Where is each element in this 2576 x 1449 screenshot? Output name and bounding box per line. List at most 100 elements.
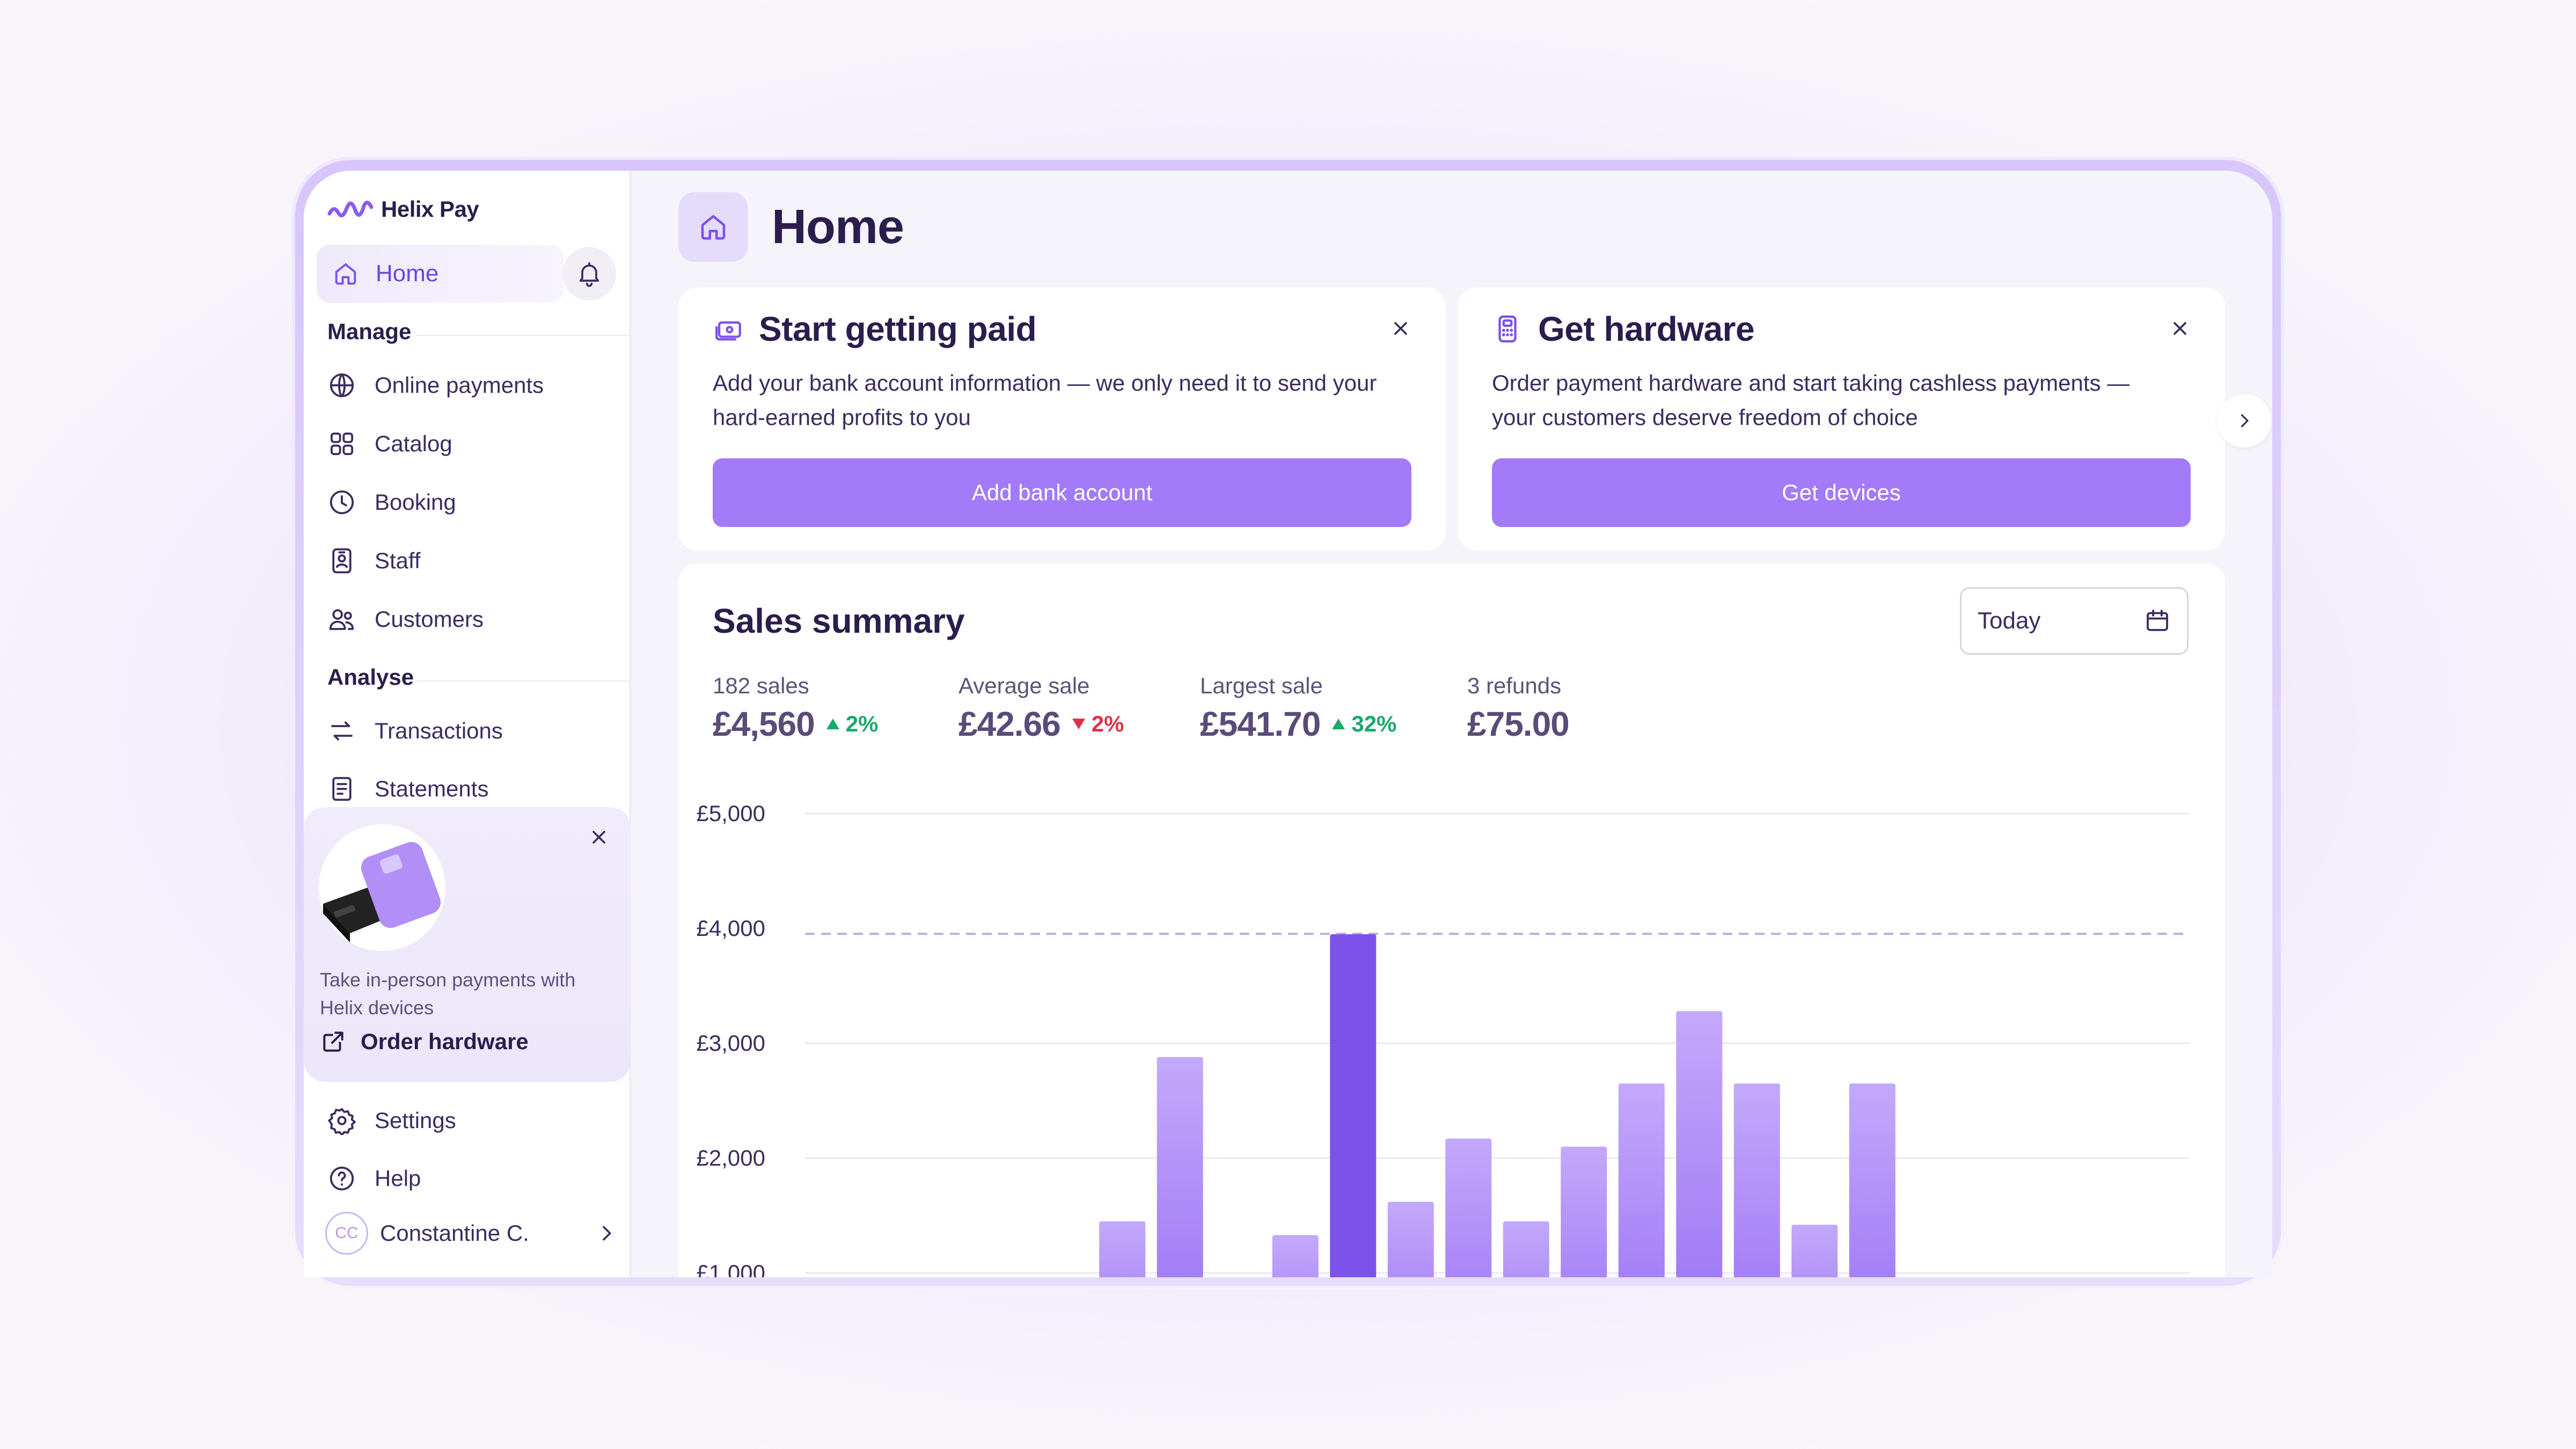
page-title: Home	[772, 200, 904, 254]
order-hardware-label: Order hardware	[361, 1029, 529, 1054]
sidebar-item-customers[interactable]: Customers	[327, 603, 484, 635]
sidebar-item-transactions[interactable]: Transactions	[327, 715, 503, 747]
sales-title: Sales summary	[713, 602, 965, 640]
stat-value: £541.70	[1200, 705, 1321, 743]
sidebar-item-label: Catalog	[375, 431, 452, 456]
people-icon	[327, 605, 356, 634]
chevron-right-icon	[596, 1223, 617, 1244]
card-header: Get hardware	[1492, 309, 1755, 349]
sidebar-item-online-payments[interactable]: Online payments	[327, 369, 544, 401]
help-icon	[327, 1164, 356, 1193]
stat-label: Largest sale	[1200, 673, 1323, 698]
chart-bar[interactable]	[1330, 934, 1377, 1277]
avatar: CC	[325, 1212, 368, 1255]
manage-heading: Manage	[327, 319, 412, 344]
stat-change: 2%	[1071, 711, 1124, 737]
chart-bar[interactable]	[1272, 1235, 1319, 1277]
helix-logo-icon	[327, 201, 374, 217]
chart-bar[interactable]	[1387, 1202, 1434, 1277]
chart-bar[interactable]	[1849, 1083, 1896, 1277]
sidebar-item-label: Help	[375, 1166, 421, 1191]
user-profile[interactable]: CC Constantine C.	[325, 1212, 617, 1255]
brand-name: Helix Pay	[381, 196, 479, 222]
card-title: Start getting paid	[759, 310, 1037, 348]
brand: Helix Pay	[327, 196, 479, 222]
stat-change: 2%	[825, 711, 879, 737]
bell-icon	[575, 260, 603, 288]
promo-text: Take in-person payments with Helix devic…	[320, 969, 576, 1019]
order-hardware-link[interactable]: Order hardware	[320, 1028, 529, 1055]
stat-change-value: 2%	[1091, 711, 1124, 736]
sidebar-item-booking[interactable]: Booking	[327, 486, 456, 518]
card-title: Get hardware	[1538, 310, 1755, 348]
chart-bar[interactable]	[1099, 1221, 1146, 1277]
close-icon[interactable]	[1390, 318, 1411, 339]
stat-value: £42.66	[958, 705, 1061, 743]
sidebar-item-statements[interactable]: Statements	[327, 773, 488, 805]
get-devices-button[interactable]: Get devices	[1492, 458, 2191, 527]
avatar-initials: CC	[335, 1224, 358, 1242]
chart-bar[interactable]	[1618, 1083, 1665, 1277]
y-tick-label: £5,000	[697, 801, 765, 826]
chart-bar[interactable]	[1733, 1083, 1780, 1277]
calendar-icon	[2143, 606, 2172, 635]
y-tick-label: £1,000	[697, 1260, 765, 1277]
add-bank-account-button[interactable]: Add bank account	[713, 458, 1411, 527]
start-getting-paid-card: Start getting paid Add your bank account…	[678, 288, 1446, 551]
stat-total-sales: 182 sales £4,560 2%	[713, 673, 878, 744]
triangle-up-icon	[826, 719, 839, 729]
analyse-heading: Analyse	[327, 664, 414, 690]
external-link-icon	[320, 1028, 347, 1055]
close-icon[interactable]	[588, 826, 610, 848]
get-hardware-card: Get hardware Order payment hardware and …	[1458, 288, 2225, 551]
grid-icon	[327, 429, 356, 458]
stat-value: £75.00	[1467, 705, 1570, 743]
sidebar-item-settings[interactable]: Settings	[327, 1104, 456, 1137]
carousel-next-button[interactable]	[2218, 394, 2271, 448]
home-icon	[678, 192, 748, 262]
stat-label: Average sale	[958, 673, 1090, 698]
home-icon	[332, 260, 360, 288]
sidebar-item-help[interactable]: Help	[327, 1162, 421, 1195]
document-icon	[327, 774, 356, 803]
money-icon	[713, 313, 744, 345]
chart-bar[interactable]	[1445, 1138, 1492, 1277]
hardware-promo: Take in-person payments with Helix devic…	[304, 807, 631, 1082]
y-tick-label: £3,000	[697, 1030, 765, 1056]
sidebar-item-label: Staff	[375, 548, 421, 573]
chart-bar[interactable]	[1561, 1146, 1607, 1277]
stat-value: £4,560	[713, 705, 815, 743]
stat-change-value: 2%	[845, 711, 879, 736]
page-header: Home	[678, 192, 904, 262]
y-tick-label: £4,000	[697, 916, 765, 941]
stat-refunds: 3 refunds £75.00	[1467, 673, 1570, 744]
sidebar-item-home[interactable]: Home	[317, 245, 564, 303]
gear-icon	[327, 1106, 356, 1135]
card-reader-icon	[1492, 313, 1523, 345]
stat-largest-sale: Largest sale £541.70 32%	[1200, 673, 1396, 744]
notifications-button[interactable]	[562, 247, 616, 301]
chart-bar[interactable]	[1676, 1011, 1723, 1277]
stat-change-value: 32%	[1351, 711, 1397, 736]
badge-icon	[327, 546, 356, 575]
chart-bar[interactable]	[1791, 1225, 1838, 1277]
triangle-up-icon	[1332, 719, 1345, 729]
stat-label: 3 refunds	[1467, 673, 1562, 698]
sidebar-item-label: Statements	[375, 776, 489, 801]
divider	[416, 335, 630, 336]
user-name: Constantine C.	[380, 1220, 529, 1246]
stat-change: 32%	[1331, 711, 1396, 737]
sidebar-item-catalog[interactable]: Catalog	[327, 428, 452, 460]
sidebar-item-label: Booking	[375, 489, 456, 515]
card-description: Add your bank account information — we o…	[713, 370, 1377, 430]
stat-average-sale: Average sale £42.66 2%	[958, 673, 1124, 744]
card-description: Order payment hardware and start taking …	[1492, 370, 2130, 430]
sidebar-item-staff[interactable]: Staff	[327, 545, 421, 577]
chart-bar[interactable]	[1157, 1057, 1203, 1277]
close-icon[interactable]	[2169, 318, 2191, 339]
sales-summary-card: Sales summary Today 182 sales £4,560 2% …	[678, 564, 2225, 1277]
chart-bar[interactable]	[1503, 1221, 1549, 1277]
app-screen: Helix Pay Home Manage Online payments	[304, 171, 2272, 1277]
date-filter-button[interactable]: Today	[1960, 587, 2189, 655]
stat-label: 182 sales	[713, 673, 809, 698]
